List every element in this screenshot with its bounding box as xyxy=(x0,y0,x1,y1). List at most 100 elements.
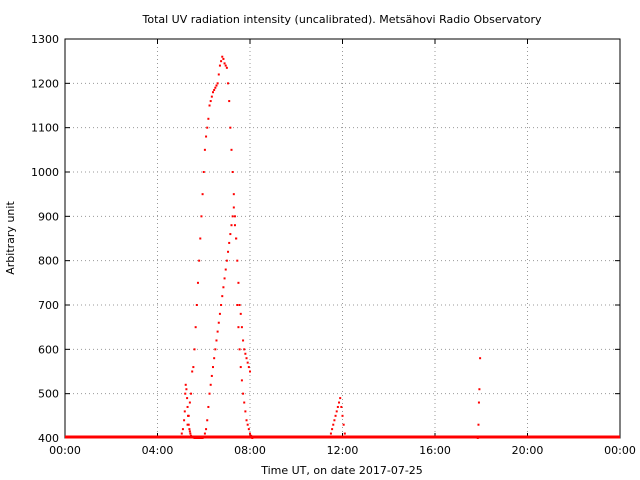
data-points xyxy=(180,55,482,439)
data-point xyxy=(244,410,247,413)
data-point xyxy=(343,432,346,435)
data-point xyxy=(201,437,204,439)
data-point xyxy=(243,348,246,351)
data-point xyxy=(193,437,196,439)
data-point xyxy=(216,82,219,85)
data-point xyxy=(224,64,227,67)
data-point xyxy=(245,357,248,360)
data-point xyxy=(208,392,211,395)
data-point xyxy=(205,428,208,431)
data-point xyxy=(183,419,186,422)
x-tick-label: 00:00 xyxy=(604,444,636,457)
data-point xyxy=(188,430,191,433)
data-point xyxy=(477,423,480,426)
data-point xyxy=(476,437,479,439)
data-point xyxy=(233,224,236,227)
data-point xyxy=(229,233,232,236)
data-point xyxy=(339,397,342,400)
data-point xyxy=(184,392,187,395)
chart-title: Total UV radiation intensity (uncalibrat… xyxy=(142,13,542,26)
data-point xyxy=(214,86,217,89)
data-point xyxy=(329,432,332,435)
data-point xyxy=(200,215,203,218)
data-point xyxy=(200,437,203,439)
data-point xyxy=(244,352,247,355)
data-point xyxy=(225,259,228,262)
data-point xyxy=(184,383,187,386)
data-point xyxy=(205,135,208,138)
y-tick-label: 1100 xyxy=(31,122,59,135)
data-point xyxy=(216,330,219,333)
data-point xyxy=(196,437,199,439)
data-point xyxy=(181,428,184,431)
data-point xyxy=(342,423,345,426)
data-point xyxy=(238,304,241,306)
data-point xyxy=(201,193,204,196)
data-point xyxy=(217,321,220,324)
data-point xyxy=(195,304,198,306)
data-point xyxy=(230,224,233,227)
x-tick-label: 00:00 xyxy=(49,444,81,457)
data-point xyxy=(183,410,186,413)
data-point xyxy=(195,437,198,439)
data-point xyxy=(202,436,205,439)
data-point xyxy=(198,259,201,262)
data-point xyxy=(237,281,240,284)
data-point xyxy=(232,206,235,209)
data-point xyxy=(240,326,243,329)
data-point xyxy=(333,419,336,422)
data-point xyxy=(238,348,241,351)
data-point xyxy=(190,434,193,437)
data-point xyxy=(206,126,209,129)
data-point xyxy=(186,423,189,426)
data-point xyxy=(235,237,238,240)
x-tick-label: 08:00 xyxy=(234,444,266,457)
data-point xyxy=(232,193,235,196)
data-point xyxy=(245,419,248,422)
data-point xyxy=(332,423,335,426)
data-point xyxy=(236,259,239,262)
data-point xyxy=(331,428,334,431)
data-point xyxy=(214,348,217,351)
data-point xyxy=(209,100,212,103)
data-point xyxy=(247,428,250,431)
data-point xyxy=(479,357,482,360)
x-tick-label: 16:00 xyxy=(419,444,451,457)
y-tick-label: 1300 xyxy=(31,33,59,46)
y-tick-label: 600 xyxy=(38,343,59,356)
data-point xyxy=(222,57,225,60)
data-point xyxy=(227,82,230,85)
y-tick-label: 1200 xyxy=(31,77,59,90)
data-point xyxy=(223,277,226,280)
data-point xyxy=(188,428,191,431)
data-point xyxy=(192,366,195,369)
data-point xyxy=(478,388,481,391)
data-point xyxy=(218,64,221,67)
data-point xyxy=(223,62,226,65)
data-point xyxy=(186,397,189,400)
data-point xyxy=(220,304,223,306)
y-axis: 400 500 600 700 800 900 1000 1100 1200 1300 xyxy=(31,33,620,445)
data-point xyxy=(187,414,190,417)
data-point xyxy=(206,419,209,422)
data-point xyxy=(340,405,343,408)
y-tick-label: 900 xyxy=(38,210,59,223)
data-point xyxy=(210,95,213,98)
data-point xyxy=(191,436,194,439)
data-point xyxy=(341,414,344,417)
data-point xyxy=(335,410,338,413)
data-point xyxy=(236,304,239,306)
data-point xyxy=(202,171,205,173)
data-point xyxy=(242,392,245,395)
data-point xyxy=(187,423,190,426)
data-point xyxy=(221,295,224,298)
data-point xyxy=(240,379,243,382)
y-tick-label: 1000 xyxy=(31,166,59,179)
y-tick-label: 500 xyxy=(38,388,59,401)
data-point xyxy=(215,339,218,342)
data-point xyxy=(239,366,242,369)
data-point xyxy=(209,383,212,386)
x-axis-label: Time UT, on date 2017-07-25 xyxy=(260,464,423,477)
data-point xyxy=(336,405,339,408)
data-point xyxy=(237,326,240,329)
